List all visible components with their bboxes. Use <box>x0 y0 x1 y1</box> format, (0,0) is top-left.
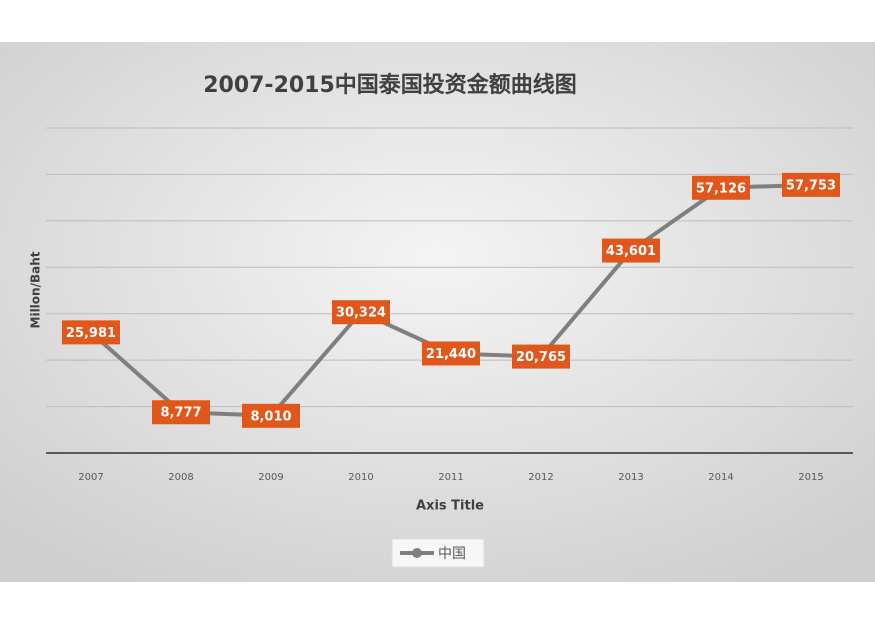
data-label-box <box>62 320 120 345</box>
y-axis-title: Millon/Baht <box>29 251 43 328</box>
data-label: 21,440 <box>422 341 480 366</box>
data-label: 30,324 <box>332 300 390 325</box>
x-tick-label: 2013 <box>618 472 643 483</box>
x-tick-label: 2010 <box>348 472 373 483</box>
data-label-text: 43,601 <box>606 244 656 259</box>
x-tick-label: 2007 <box>78 472 103 483</box>
data-label-box <box>512 344 570 369</box>
data-label: 43,601 <box>602 238 660 263</box>
data-label: 20,765 <box>512 344 570 369</box>
x-tick-label: 2012 <box>528 472 553 483</box>
data-label-text: 20,765 <box>516 350 566 365</box>
data-label-box <box>782 172 840 197</box>
data-label-box <box>692 175 750 200</box>
data-label: 8,777 <box>152 400 210 425</box>
data-label-box <box>242 403 300 428</box>
data-label-text: 30,324 <box>336 306 386 321</box>
data-label: 57,753 <box>782 172 840 197</box>
data-label-text: 8,777 <box>160 406 201 421</box>
data-label-text: 57,126 <box>696 181 746 196</box>
data-label-box <box>332 300 390 325</box>
chart-title: 2007-2015中国泰国投资金额曲线图 <box>203 72 577 98</box>
data-label-text: 25,981 <box>66 326 116 341</box>
x-tick-label: 2011 <box>438 472 463 483</box>
data-label-text: 8,010 <box>250 409 291 424</box>
x-tick-label: 2009 <box>258 472 283 483</box>
data-label-text: 21,440 <box>426 347 476 362</box>
x-axis-title: Axis Title <box>416 499 484 514</box>
data-label: 57,126 <box>692 175 750 200</box>
data-label: 25,981 <box>62 320 120 345</box>
chart-background <box>0 42 875 582</box>
data-label-box <box>152 400 210 425</box>
legend-label: 中国 <box>438 546 466 562</box>
x-tick-label: 2015 <box>798 472 823 483</box>
x-tick-label: 2014 <box>708 472 733 483</box>
data-label: 8,010 <box>242 403 300 428</box>
data-label-text: 57,753 <box>786 178 836 193</box>
data-label-box <box>422 341 480 366</box>
x-tick-label: 2008 <box>168 472 193 483</box>
data-label-box <box>602 238 660 263</box>
legend-marker <box>412 548 422 558</box>
